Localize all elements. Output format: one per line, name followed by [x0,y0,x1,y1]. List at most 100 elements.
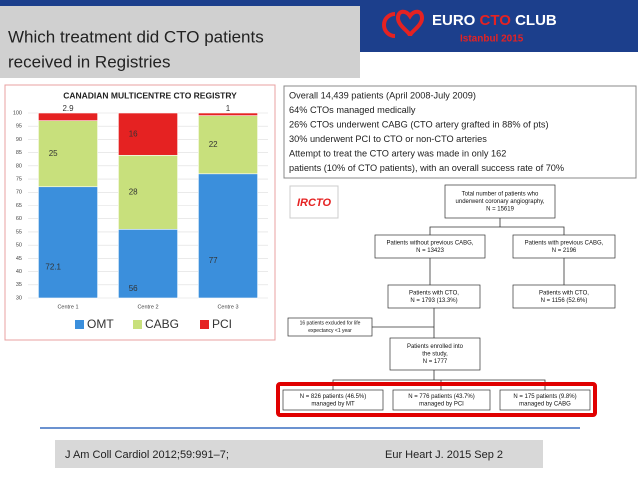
title-line: Which treatment did CTO patients [8,27,264,46]
bar-segment [38,120,98,188]
citation: J Am Coll Cardiol 2012;59:991–7; [65,449,229,461]
data-label: 28 [129,187,138,196]
flow-node [512,234,616,259]
x-tick-label: Centre 3 [217,304,238,310]
y-tick-label: 50 [16,243,22,249]
flow-text: managed by CABG [519,401,571,407]
legend-swatch [200,320,209,329]
flow-text: expectancy <1 year [308,328,352,334]
logo-word: EURO [432,12,476,29]
flow-node [389,337,481,371]
y-tick-label: 85 [16,150,22,156]
legend-label: OMT [87,317,114,331]
legend-swatch [133,320,142,329]
bar-segment [38,186,98,299]
flow-text: 16 patients excluded for life [300,321,361,327]
title-box [0,0,360,78]
y-tick-label: 80 [16,163,22,169]
summary-line: 26% CTOs underwent CABG (CTO artery graf… [289,119,549,129]
bar-segment [198,112,258,116]
y-tick-label: 75 [16,177,22,183]
chart: 30 35 40 45 50 55 60 65 70 75 80 85 90 95 100 72.1 25 2.9… [13,104,268,331]
summary: Overall 14,439 patients (April 2008-July… [289,90,564,173]
data-label: 77 [209,256,218,265]
flow-text: N = 175 patients (9.8%) [513,394,576,400]
flow-text: Total number of patients who [462,192,539,198]
title-strip [0,0,360,6]
summary-line: Attempt to treat the CTO artery was made… [289,148,506,158]
data-label: 25 [49,149,58,158]
highlight-box [276,382,597,417]
flow-node [387,284,481,309]
summary-line: 64% CTOs managed medically [289,105,416,115]
y-tick-label: 40 [16,269,22,275]
y-tick-label: 30 [16,295,22,301]
data-label: 22 [209,140,218,149]
y-tick-label: 70 [16,190,22,196]
summary-line: Overall 14,439 patients (April 2008-July… [289,90,476,100]
flow-text: underwent coronary angiography, [456,199,545,205]
y-tick-label: 45 [16,256,22,262]
flow-text: N = 15619 [486,207,515,213]
flow-text: N = 826 patients (46.5%) [300,394,367,400]
bar-segment [118,112,178,156]
flow-text: N = 2196 [552,248,577,254]
logo-subtitle: Istanbul 2015 [460,34,524,45]
flow-node [512,284,616,309]
flow-text: Patients enrolled into [407,344,464,350]
citation-bar [55,440,543,468]
bar-segment [198,115,258,175]
logo-band [360,0,638,52]
summary-box [283,85,637,179]
flow-node [287,317,373,337]
bar-segment [38,112,98,121]
flow-node [374,234,486,259]
y-tick-label: 100 [13,110,22,116]
ircto-label: IRCTO [297,197,331,209]
citation: Eur Heart J. 2015 Sep 2 [385,449,503,461]
logo-word: CTO [480,12,512,29]
flow-text: Patients with previous CABG, [525,240,604,246]
legend-swatch [75,320,84,329]
data-label: 16 [129,129,138,138]
chart-title: CANADIAN MULTICENTRE CTO REGISTRY [63,90,237,100]
y-tick-label: 60 [16,216,22,222]
summary-line: patients (10% of CTO patients), with an … [289,163,564,173]
flow-text: N = 1777 [423,359,448,365]
flow-text: managed by PCI [419,401,464,407]
y-tick-label: 95 [16,124,22,130]
x-tick-label: Centre 1 [57,304,78,310]
flow-text: N = 13423 [416,248,445,254]
flow-text: N = 1793 (13.3%) [410,298,457,304]
data-label: 1 [226,104,231,113]
flow-node [392,389,491,411]
logo-icon [382,9,425,38]
bar-segment [118,228,178,299]
flow-text: Patients with CTO, [539,290,589,296]
flow-text: the study, [422,352,448,358]
x-tick-label: Centre 2 [137,304,158,310]
flow-text: Patients without previous CABG, [386,240,473,246]
title-line: received in Registries [8,52,171,71]
y-tick-label: 90 [16,137,22,143]
bar-segment [118,154,178,230]
data-label: 56 [129,284,138,293]
legend-label: PCI [212,317,232,331]
bar-segment [198,173,258,299]
flow-text: Patients with CTO, [409,290,459,296]
ircto-box [289,185,339,219]
logo-text: EURO CTO CLUB [432,12,557,29]
flow-node [282,389,384,411]
flow-text: N = 776 patients (43.7%) [408,394,475,400]
summary-line: 30% underwent PCI to CTO or non-CTO arte… [289,134,487,144]
logo-word: CLUB [515,12,557,29]
data-label: 72.1 [45,262,61,271]
flow-text: N = 1156 (52.6%) [541,298,588,304]
flow-node [444,184,556,219]
data-label: 2.9 [62,104,74,113]
y-tick-label: 55 [16,229,22,235]
y-tick-label: 35 [16,282,22,288]
y-tick-label: 65 [16,203,22,209]
